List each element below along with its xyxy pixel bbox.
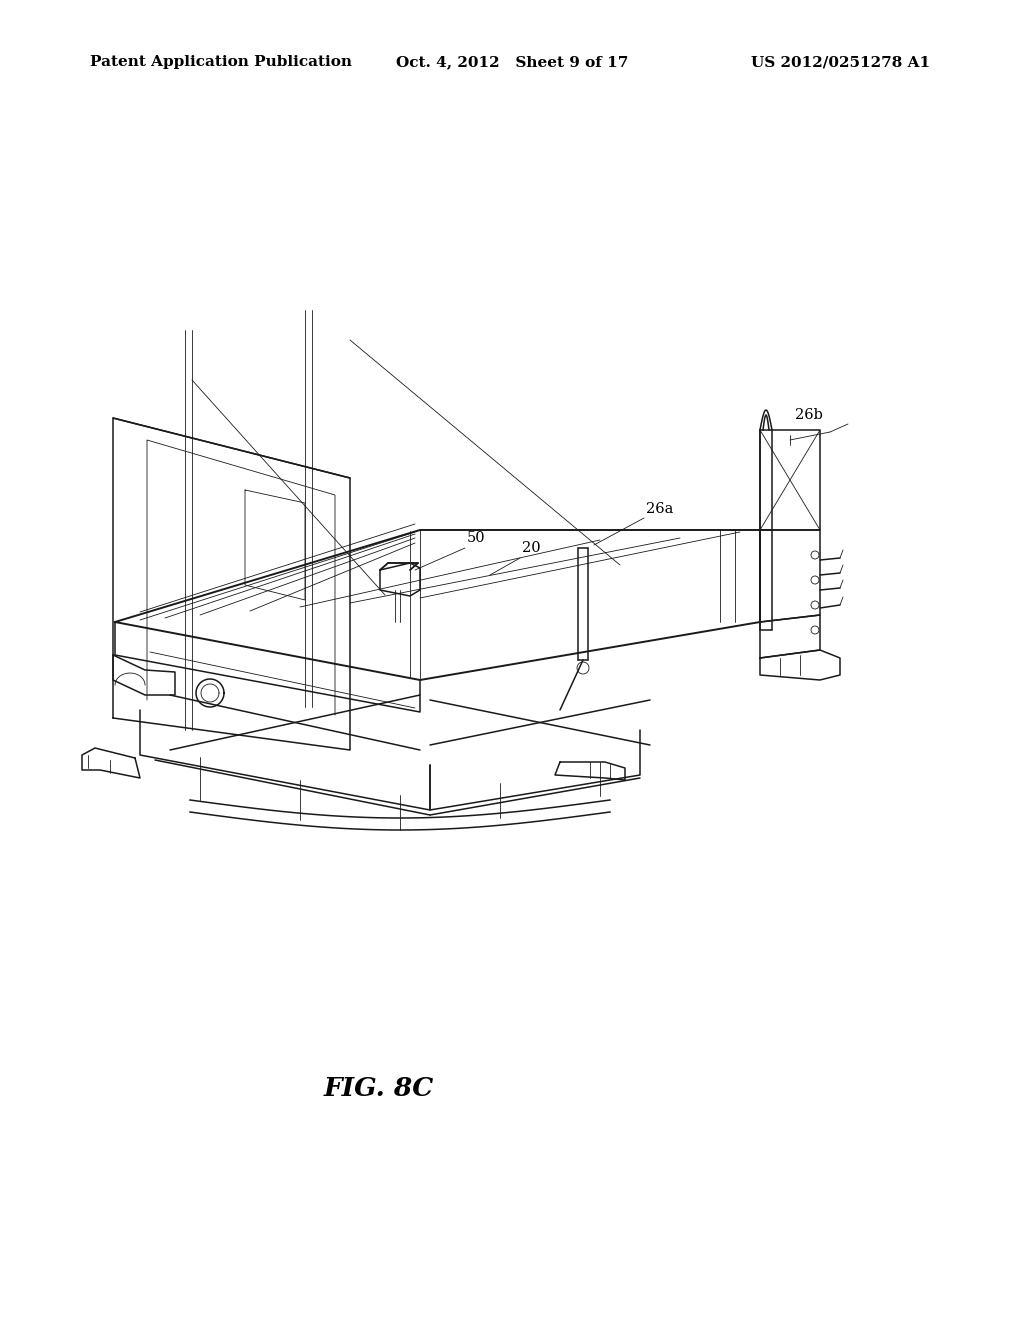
Text: Patent Application Publication: Patent Application Publication: [90, 55, 352, 69]
Text: 20: 20: [522, 541, 541, 554]
Text: US 2012/0251278 A1: US 2012/0251278 A1: [751, 55, 930, 69]
Text: Oct. 4, 2012   Sheet 9 of 17: Oct. 4, 2012 Sheet 9 of 17: [396, 55, 628, 69]
Text: 26a: 26a: [646, 502, 674, 516]
Text: FIG. 8C: FIG. 8C: [324, 1077, 434, 1101]
Text: 50: 50: [467, 531, 485, 545]
Text: 26b: 26b: [795, 408, 823, 422]
